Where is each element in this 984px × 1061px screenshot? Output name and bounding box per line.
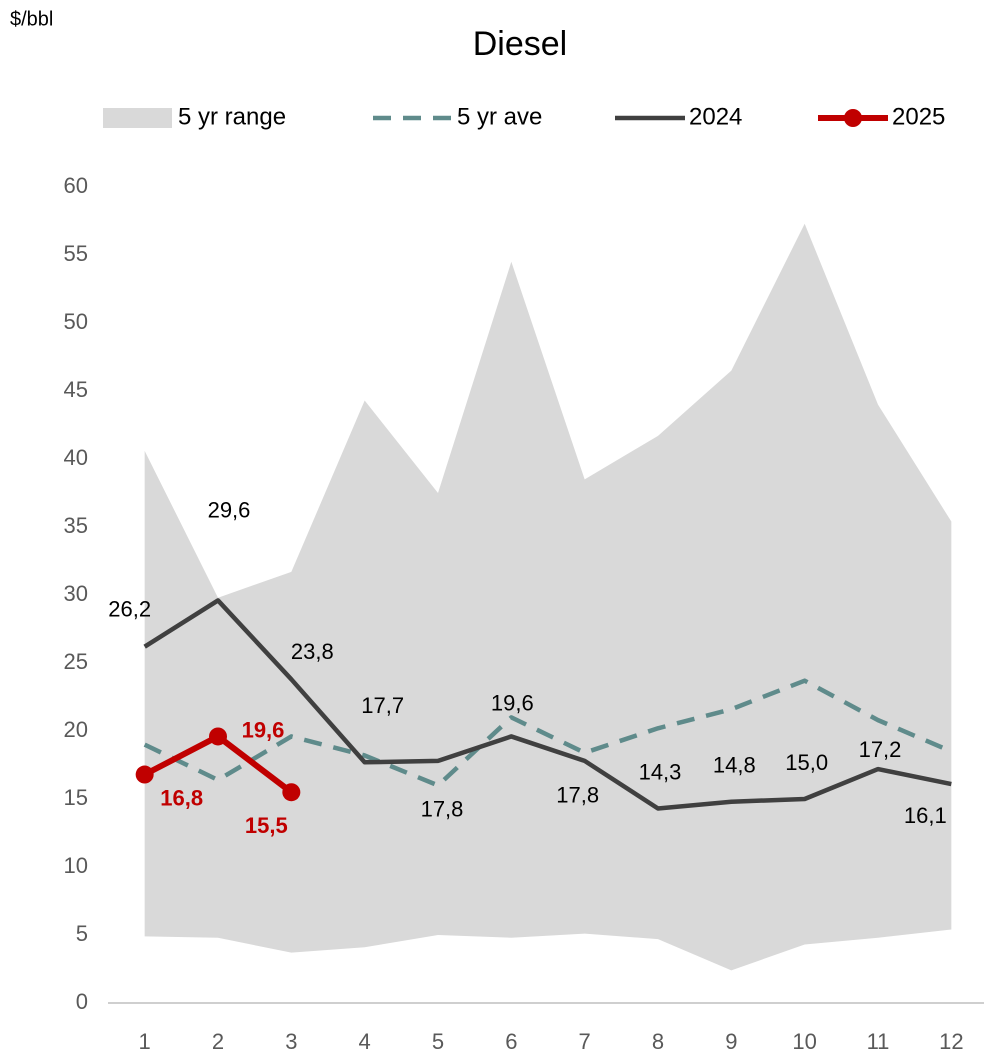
legend-label: 5 yr range <box>178 103 286 130</box>
x-tick-label: 2 <box>212 1029 224 1054</box>
legend-label: 5 yr ave <box>457 103 542 130</box>
y-tick-label: 45 <box>64 377 88 402</box>
legend-swatch <box>103 108 172 128</box>
legend-marker <box>844 109 862 127</box>
range-area <box>144 223 952 971</box>
y-tick-label: 10 <box>64 853 88 878</box>
data-label: 23,8 <box>291 639 334 664</box>
x-tick-label: 12 <box>939 1029 963 1054</box>
legend-label: 2025 <box>892 103 945 130</box>
data-label: 16,8 <box>160 785 203 810</box>
y-tick-label: 50 <box>64 309 88 334</box>
series-line <box>143 678 953 788</box>
data-label: 15,5 <box>245 813 288 838</box>
data-label: 17,8 <box>556 783 599 808</box>
y-tick-label: 40 <box>64 445 88 470</box>
y-tick-label: 25 <box>64 649 88 674</box>
y-tick-label: 30 <box>64 581 88 606</box>
y-tick-label: 5 <box>76 921 88 946</box>
series-marker <box>135 765 154 784</box>
data-label: 16,1 <box>904 803 947 828</box>
data-label: 15,0 <box>785 750 828 775</box>
data-label: 19,6 <box>491 690 534 715</box>
y-tick-label: 15 <box>64 785 88 810</box>
x-tick-label: 11 <box>867 1029 890 1054</box>
y-tick-label: 35 <box>64 513 88 538</box>
y-tick-label: 20 <box>64 717 88 742</box>
data-label: 17,7 <box>361 693 404 718</box>
legend-label: 2024 <box>689 103 742 130</box>
series-marker <box>282 783 301 802</box>
data-label: 29,6 <box>208 497 251 522</box>
x-tick-label: 1 <box>139 1029 151 1054</box>
series-line <box>143 598 952 811</box>
x-tick-label: 8 <box>652 1029 664 1054</box>
data-label: 14,8 <box>713 753 756 778</box>
y-axis-label: $/bbl <box>10 8 53 30</box>
data-label: 17,2 <box>859 737 902 762</box>
y-tick-label: 0 <box>76 989 88 1014</box>
x-tick-label: 9 <box>725 1029 737 1054</box>
data-label: 26,2 <box>108 596 151 621</box>
x-tick-label: 6 <box>505 1029 517 1054</box>
data-label: 14,3 <box>639 759 682 784</box>
series-marker <box>209 727 227 746</box>
x-tick-label: 7 <box>579 1029 591 1054</box>
data-label: 17,8 <box>421 797 464 822</box>
y-tick-label: 60 <box>64 173 88 198</box>
x-tick-label: 5 <box>432 1029 444 1054</box>
x-tick-label: 3 <box>285 1029 297 1054</box>
x-tick-label: 4 <box>359 1029 371 1054</box>
y-tick-label: 55 <box>64 241 88 266</box>
chart-title: Diesel <box>473 25 567 63</box>
data-label: 19,6 <box>242 717 285 742</box>
x-tick-label: 10 <box>792 1029 816 1054</box>
